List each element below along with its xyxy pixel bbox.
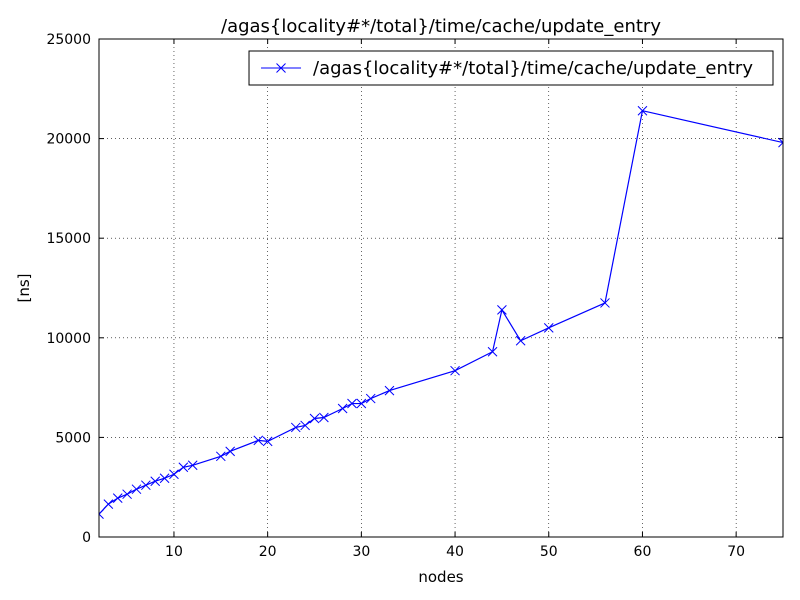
x-tick-label: 20 bbox=[259, 544, 277, 560]
data-point bbox=[122, 489, 132, 500]
plot-area bbox=[99, 39, 783, 537]
data-point bbox=[131, 484, 142, 495]
data-point bbox=[262, 436, 273, 447]
data-point bbox=[450, 365, 460, 376]
x-tick-label: 50 bbox=[540, 544, 558, 560]
data-point bbox=[487, 346, 498, 357]
x-axis-label: nodes bbox=[418, 568, 463, 586]
y-tick-label: 20000 bbox=[46, 132, 91, 148]
grid-lines bbox=[99, 38, 783, 538]
data-point bbox=[319, 412, 329, 423]
x-tick-label: 70 bbox=[727, 544, 745, 560]
y-tick-label: 25000 bbox=[46, 32, 91, 48]
data-point bbox=[140, 480, 151, 491]
x-tick-label: 10 bbox=[165, 544, 183, 560]
data-point bbox=[347, 398, 357, 409]
x-tick-label: 30 bbox=[352, 544, 370, 560]
data-point bbox=[290, 422, 301, 433]
data-point bbox=[159, 473, 170, 484]
data-point bbox=[497, 305, 507, 315]
y-tick-label: 5000 bbox=[55, 430, 91, 446]
x-tick-label: 60 bbox=[634, 544, 652, 560]
chart-title: /agas{locality#*/total}/time/cache/updat… bbox=[221, 16, 661, 37]
legend-label: /agas{locality#*/total}/time/cache/updat… bbox=[313, 58, 753, 79]
y-tick-label: 15000 bbox=[46, 231, 91, 247]
legend-marker bbox=[276, 63, 286, 73]
data-point bbox=[150, 476, 161, 487]
data-point bbox=[300, 420, 310, 431]
data-point bbox=[515, 335, 526, 346]
series-layer bbox=[99, 105, 783, 519]
data-point bbox=[103, 499, 114, 509]
x-tick-label: 40 bbox=[446, 544, 464, 560]
y-axis-label: [ns] bbox=[15, 273, 33, 302]
data-point bbox=[600, 298, 610, 308]
data-point bbox=[215, 451, 226, 462]
data-point bbox=[253, 435, 264, 446]
legend-box bbox=[248, 50, 774, 86]
series-line bbox=[99, 109, 783, 515]
data-point bbox=[187, 460, 198, 471]
data-point bbox=[337, 403, 348, 414]
data-point bbox=[778, 137, 783, 148]
data-point bbox=[309, 413, 320, 424]
legend: /agas{locality#*/total}/time/cache/updat… bbox=[248, 50, 774, 86]
data-point bbox=[384, 385, 395, 396]
data-point bbox=[637, 105, 648, 116]
data-point bbox=[356, 398, 367, 409]
legend-marker-x bbox=[276, 63, 286, 73]
y-tick-label: 10000 bbox=[46, 331, 91, 347]
data-point bbox=[225, 446, 236, 457]
data-point bbox=[178, 462, 189, 473]
data-point bbox=[169, 469, 179, 480]
data-point bbox=[365, 393, 376, 404]
plot-frame bbox=[98, 38, 784, 538]
data-point bbox=[99, 509, 104, 519]
y-tick-label: 0 bbox=[82, 530, 91, 546]
data-point bbox=[112, 493, 123, 504]
axis-ticks: 10 20 30 40 50 60 70 0 5000 10000 15000 20000 25000 bbox=[46, 32, 783, 560]
data-point bbox=[543, 322, 554, 333]
